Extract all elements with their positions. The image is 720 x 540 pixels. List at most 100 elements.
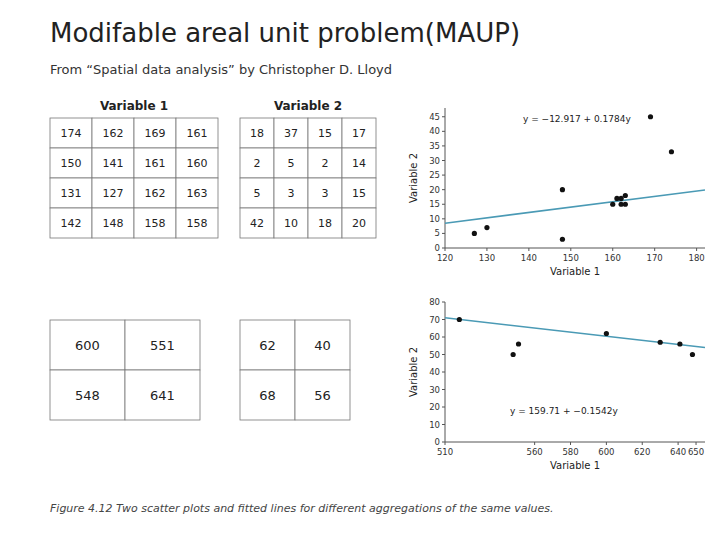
table-cell: [295, 370, 350, 420]
point: [560, 187, 565, 192]
table-cell: [92, 148, 134, 178]
x-tick-label: 120: [437, 253, 453, 263]
point: [472, 231, 477, 236]
point: [623, 193, 628, 198]
table-cell: [240, 370, 295, 420]
table-value: 37: [284, 127, 298, 140]
x-tick: [570, 442, 571, 445]
y-tick: [442, 424, 445, 425]
point: [457, 317, 462, 322]
table-cell: [125, 320, 200, 370]
table-value: 2: [254, 157, 261, 170]
table-value: 10: [284, 217, 298, 230]
x-tick-label: 640: [670, 447, 686, 457]
x-tick: [606, 442, 607, 445]
table-value: 18: [318, 217, 332, 230]
table-value: 62: [259, 338, 276, 353]
table-value: 174: [61, 127, 82, 140]
y-tick-label: 20: [429, 185, 440, 195]
table-cell: [176, 148, 218, 178]
table-value: 600: [75, 338, 100, 353]
y-tick: [442, 302, 445, 303]
point: [648, 114, 653, 119]
y-tick-label: 30: [429, 156, 440, 166]
table-cell: [240, 148, 274, 178]
x-tick-label: 620: [634, 447, 650, 457]
table-cell: [134, 118, 176, 148]
table-value: 163: [187, 187, 208, 200]
x-tick: [534, 442, 535, 445]
point: [516, 341, 521, 346]
y-tick-label: 35: [429, 141, 440, 151]
y-tick-label: 15: [429, 199, 440, 209]
y-tick: [442, 354, 445, 355]
table-value: 14: [352, 157, 366, 170]
table: 600551548641: [50, 320, 200, 420]
table-value: 127: [103, 187, 124, 200]
table-value: 18: [250, 127, 264, 140]
x-tick-label: 160: [605, 253, 621, 263]
table-title: Variable 1: [100, 99, 168, 113]
table-value: 3: [322, 187, 329, 200]
y-tick: [442, 248, 445, 249]
annotation: y = −12.917 + 0.1784y: [523, 114, 631, 124]
table-cell: [50, 320, 125, 370]
scatter-chart: 51056058060062064065001020304050607080Va…: [408, 297, 705, 471]
table-cell: [50, 370, 125, 420]
y-axis: [445, 108, 446, 248]
x-tick-label: 130: [479, 253, 495, 263]
table-cell: [92, 208, 134, 238]
table-title: Variable 2: [274, 99, 342, 113]
y-tick-label: 0: [435, 437, 440, 447]
x-axis-label: Variable 1: [550, 266, 600, 277]
x-tick-label: 560: [527, 447, 543, 457]
table-value: 5: [288, 157, 295, 170]
table-cell: [240, 320, 295, 370]
point: [619, 196, 624, 201]
table-cell: [240, 118, 274, 148]
annotation: y = 159.71 + −0.1542y: [510, 406, 618, 416]
table-value: 56: [314, 388, 331, 403]
table-value: 20: [352, 217, 366, 230]
table-cell: [308, 208, 342, 238]
x-tick-label: 180: [688, 253, 704, 263]
y-tick-label: 20: [429, 402, 440, 412]
table-value: 42: [250, 217, 264, 230]
x-tick-label: 150: [563, 253, 579, 263]
y-tick: [442, 442, 445, 443]
x-axis: [445, 442, 705, 443]
y-tick: [442, 407, 445, 408]
x-tick-label: 510: [437, 447, 453, 457]
table-value: 17: [352, 127, 366, 140]
x-tick: [696, 248, 697, 251]
table-value: 158: [145, 217, 166, 230]
caption: Figure 4.12 Two scatter plots and fitted…: [50, 502, 553, 515]
subtitle: From “Spatial data analysis” by Christop…: [50, 62, 392, 77]
table: 62406856: [240, 320, 350, 420]
y-tick-label: 80: [429, 297, 440, 307]
table-value: 161: [145, 157, 166, 170]
table-cell: [125, 370, 200, 420]
x-tick-label: 140: [521, 253, 537, 263]
y-tick: [442, 372, 445, 373]
y-tick: [442, 131, 445, 132]
table-cell: [50, 208, 92, 238]
table-value: 548: [75, 388, 100, 403]
y-tick-label: 10: [429, 214, 440, 224]
table-value: 141: [103, 157, 124, 170]
table-value: 158: [187, 217, 208, 230]
table-cell: [240, 178, 274, 208]
x-tick: [570, 248, 571, 251]
y-tick: [442, 116, 445, 117]
x-tick: [642, 442, 643, 445]
point: [511, 352, 516, 357]
table-value: 169: [145, 127, 166, 140]
table-value: 68: [259, 388, 276, 403]
x-tick: [696, 442, 697, 445]
y-tick-label: 30: [429, 385, 440, 395]
point: [677, 341, 682, 346]
table-cell: [176, 208, 218, 238]
table-value: 161: [187, 127, 208, 140]
table-cell: [274, 208, 308, 238]
point: [560, 237, 565, 242]
